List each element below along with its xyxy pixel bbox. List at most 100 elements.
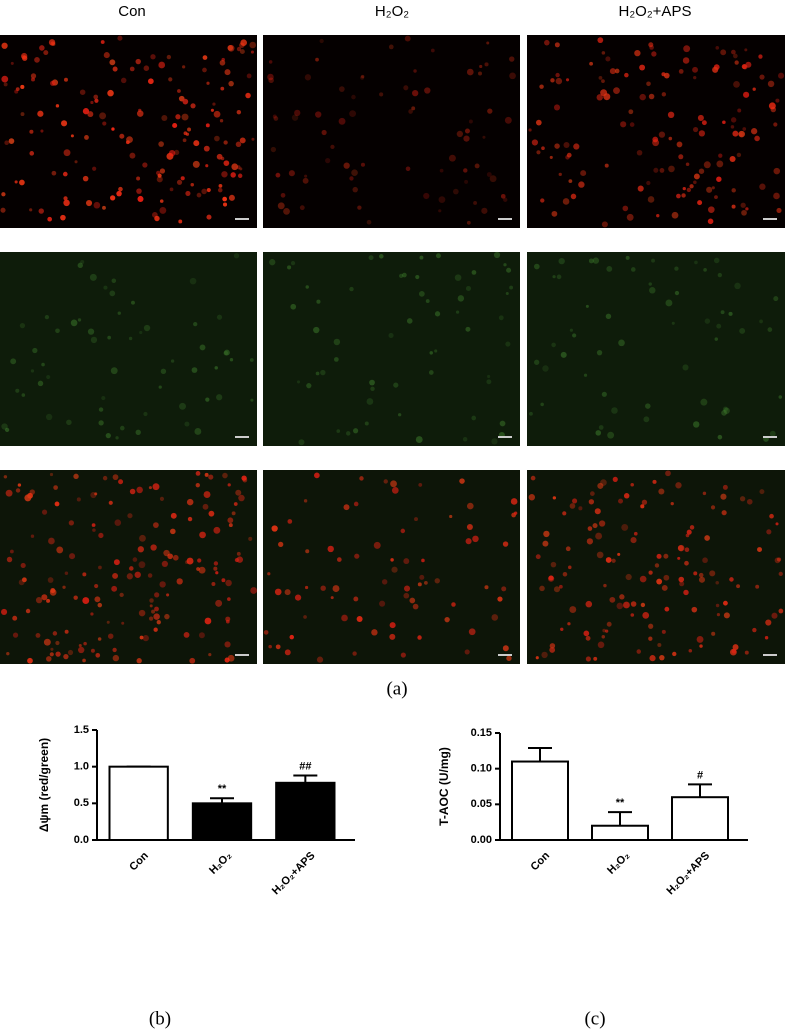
cell (555, 72, 560, 78)
cell (233, 502, 238, 506)
cell (196, 567, 200, 571)
cell (206, 214, 212, 220)
cell (218, 183, 223, 188)
cell (389, 622, 396, 629)
cell (208, 653, 212, 657)
cell (4, 427, 10, 432)
y-tick-label: 1.5 (74, 724, 89, 736)
cell (720, 493, 727, 500)
cell (182, 138, 187, 143)
cell (142, 635, 149, 642)
cell (503, 197, 508, 202)
cell (290, 303, 297, 310)
cell (424, 581, 428, 585)
cell (236, 551, 241, 556)
cell (424, 87, 431, 94)
cell (47, 577, 54, 583)
cell (80, 260, 85, 265)
cell (745, 61, 752, 68)
cell (468, 628, 476, 636)
cell (711, 631, 716, 636)
cell (73, 473, 79, 480)
cell (449, 514, 453, 519)
cell (583, 630, 590, 637)
cell (623, 493, 630, 499)
cell (739, 327, 746, 334)
cell (77, 262, 83, 269)
cell (556, 274, 562, 280)
cell (596, 551, 604, 559)
cell (46, 598, 51, 603)
cell (223, 350, 229, 356)
cell (241, 475, 247, 481)
cell (683, 45, 691, 53)
cell (649, 287, 656, 294)
cell (357, 205, 362, 210)
cell (275, 172, 281, 178)
cell (82, 597, 90, 604)
cell (94, 98, 99, 103)
cell (29, 489, 35, 495)
cell (143, 324, 151, 332)
cell (38, 208, 44, 214)
cell (661, 629, 666, 634)
cell (398, 273, 404, 279)
cell (87, 328, 95, 335)
cell (597, 37, 604, 44)
cell (732, 130, 739, 137)
cell (203, 145, 210, 152)
cell (229, 358, 234, 362)
cell (128, 336, 133, 341)
cell (15, 488, 21, 493)
panel-label: (c) (584, 1008, 605, 1029)
cell (360, 75, 365, 80)
cell (49, 472, 54, 477)
bar (108, 765, 169, 842)
cell (6, 556, 13, 563)
cell (239, 49, 245, 55)
cell (403, 558, 410, 565)
cell (119, 592, 124, 598)
cell (239, 167, 243, 171)
cell (206, 81, 210, 85)
cell (92, 166, 97, 171)
cell (233, 253, 240, 259)
cell (236, 46, 242, 52)
cell (231, 511, 236, 516)
cell (316, 656, 324, 663)
cell (693, 173, 700, 180)
cell (560, 627, 564, 631)
cell (34, 57, 40, 63)
cell (238, 494, 245, 502)
cell (166, 54, 172, 60)
cell (94, 596, 101, 603)
cell (723, 600, 728, 606)
cell (510, 498, 518, 505)
cell (633, 531, 638, 536)
cell (136, 110, 144, 117)
cell (30, 369, 35, 373)
cell (194, 428, 202, 435)
cell (55, 651, 61, 657)
cell (62, 585, 66, 589)
cell (199, 531, 206, 539)
cell (648, 93, 655, 100)
cell (752, 87, 756, 91)
cell (552, 496, 557, 500)
cell (47, 216, 53, 222)
cell (251, 137, 255, 141)
cell (64, 571, 69, 575)
cell (316, 299, 321, 304)
cell (729, 577, 734, 582)
cell (221, 171, 228, 178)
cell (29, 129, 34, 134)
cell (205, 164, 209, 168)
cell (219, 59, 226, 66)
cell (94, 583, 99, 589)
cell (153, 522, 159, 528)
cell (3, 82, 8, 87)
cell (605, 313, 612, 320)
cell (198, 566, 206, 574)
x-tick-label: H₂O₂ (207, 850, 234, 877)
cell (595, 532, 603, 540)
